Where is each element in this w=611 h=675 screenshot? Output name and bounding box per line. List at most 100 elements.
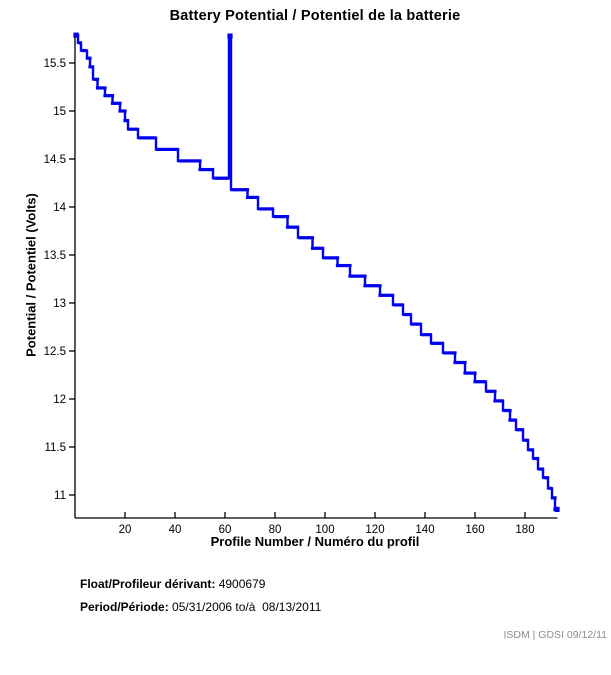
data-point-marker (140, 136, 145, 140)
data-point-marker (423, 333, 427, 337)
x-tick-label: 120 (365, 524, 384, 536)
data-point-marker (368, 284, 372, 288)
y-tick-label: 15.5 (44, 58, 66, 70)
data-point-marker (345, 263, 350, 268)
data-point-marker (98, 86, 102, 90)
data-point-marker (343, 263, 347, 268)
data-point-marker (373, 284, 377, 288)
data-point-marker (508, 408, 512, 413)
data-point-marker (230, 188, 235, 192)
data-point-marker (418, 322, 422, 326)
data-point-marker (428, 333, 432, 337)
data-point-marker (465, 371, 470, 375)
data-point-marker (493, 399, 497, 403)
data-point-marker (125, 119, 130, 123)
data-point-marker (378, 293, 382, 297)
data-point-marker (220, 176, 225, 180)
data-point-marker (213, 176, 217, 180)
data-point-marker (148, 136, 152, 140)
data-point-marker (110, 101, 115, 105)
data-point-marker (205, 167, 210, 172)
data-point-marker (338, 263, 342, 268)
data-point-marker (90, 65, 95, 69)
data-point-marker (543, 476, 547, 480)
data-point-marker (275, 215, 280, 219)
data-point-marker (350, 274, 355, 278)
data-point-marker (505, 408, 510, 413)
data-point-marker (83, 48, 87, 53)
data-point-marker (215, 176, 220, 180)
data-point-marker (385, 293, 390, 297)
y-tick-label: 13.5 (44, 250, 66, 262)
data-point-marker (193, 159, 197, 163)
data-point-marker (443, 351, 447, 355)
data-point-marker (293, 225, 297, 229)
data-point-marker (270, 207, 275, 211)
data-point-marker (223, 176, 227, 180)
data-point-marker (388, 293, 392, 297)
data-point-marker (513, 418, 517, 422)
data-point-marker (348, 274, 352, 278)
data-point-marker (410, 322, 415, 326)
data-point-marker (335, 256, 340, 260)
data-point-marker (233, 188, 237, 192)
data-point-marker (165, 147, 170, 151)
data-point-marker (308, 236, 312, 240)
data-point-marker (318, 246, 322, 250)
data-point-marker (455, 360, 460, 365)
data-point-marker (120, 109, 125, 113)
data-point-marker (503, 408, 507, 413)
data-point-marker (200, 167, 205, 172)
data-point-marker (255, 195, 260, 199)
data-point-marker (398, 303, 402, 307)
data-point-marker (258, 207, 262, 211)
data-point-marker (103, 94, 107, 98)
data-point-marker (160, 147, 165, 151)
data-point-marker (290, 225, 295, 229)
data-point-marker (500, 399, 505, 403)
data-point-marker (315, 246, 320, 250)
data-point-marker (170, 147, 175, 151)
data-point-marker (360, 274, 365, 278)
period-label: Period/Période: (80, 600, 169, 614)
x-tick-label: 60 (219, 524, 232, 536)
data-point-marker (445, 351, 450, 355)
data-point-marker (493, 389, 497, 393)
data-point-marker (305, 236, 310, 240)
data-point-marker (163, 147, 167, 151)
data-point-marker (135, 127, 140, 131)
data-point-marker (150, 136, 155, 140)
data-point-marker (115, 101, 120, 105)
data-point-marker (185, 159, 190, 163)
y-tick-label: 12.5 (44, 346, 66, 358)
data-point-marker (355, 274, 360, 278)
data-point-marker (523, 438, 527, 442)
data-point-marker (88, 65, 92, 69)
data-point-marker (138, 136, 142, 140)
data-point-marker (473, 371, 477, 375)
data-point-marker (328, 256, 332, 260)
data-point-marker (415, 322, 420, 326)
data-point-marker (453, 351, 457, 355)
data-point-marker (425, 333, 430, 337)
data-point-marker (108, 94, 112, 98)
data-point-marker (310, 246, 315, 250)
chart-title: Battery Potential / Potentiel de la batt… (169, 8, 461, 24)
data-point-marker (348, 263, 352, 268)
data-point-marker (510, 418, 515, 422)
data-point-marker (383, 293, 387, 297)
data-point-marker (240, 188, 245, 192)
data-point-marker (285, 215, 290, 219)
x-tick-label: 160 (465, 524, 484, 536)
data-point-marker (320, 246, 325, 250)
float-id-line: Float/Profileur dérivant: 4900679 (80, 577, 265, 591)
data-point-marker (95, 77, 100, 81)
data-point-marker (145, 136, 150, 140)
data-point-marker (448, 351, 452, 355)
y-tick-label: 13 (53, 298, 66, 310)
data-point-marker (118, 101, 122, 105)
x-tick-label: 180 (515, 524, 534, 536)
data-point-marker (363, 284, 367, 288)
data-point-marker (210, 167, 215, 172)
data-point-marker (335, 263, 340, 268)
